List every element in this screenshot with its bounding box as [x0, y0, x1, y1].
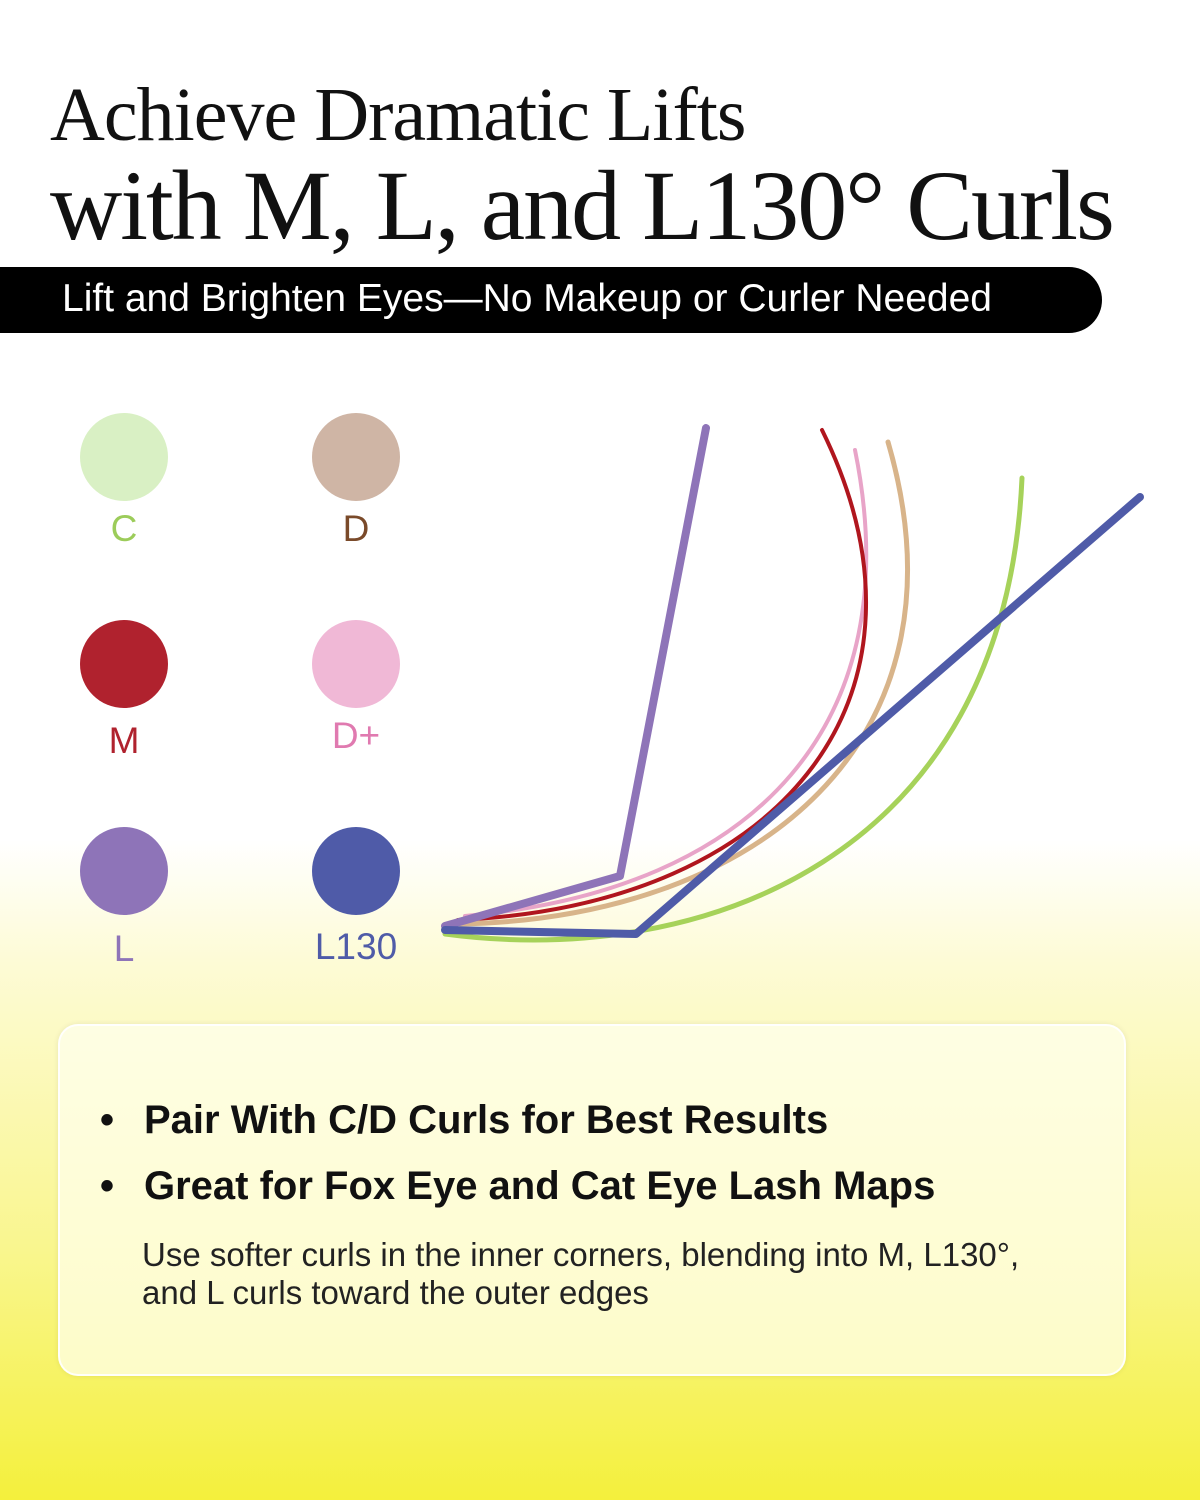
bullet-item: • Great for Fox Eye and Cat Eye Lash Maps	[100, 1164, 935, 1209]
lash-c-curve	[442, 475, 1025, 943]
label-d-plus: D+	[331, 715, 381, 756]
label-l: L	[113, 928, 135, 969]
tip-note: Use softer curls in the inner corners, b…	[142, 1236, 1020, 1311]
label-l130: L130	[314, 926, 398, 967]
swatch-m	[80, 620, 168, 708]
label-d: D	[342, 508, 370, 549]
banner-text: Lift and Brighten Eyes—No Makeup or Curl…	[62, 277, 992, 320]
swatch-d	[312, 413, 400, 501]
lash-l130-curve	[441, 493, 1144, 938]
lash-m-curve	[456, 428, 869, 922]
bullet-dot: •	[100, 1164, 115, 1208]
lash-curl-diagram	[441, 424, 1144, 943]
swatch-l130	[312, 827, 400, 915]
headline-line-1: Achieve Dramatic Lifts	[50, 73, 746, 157]
bullet-dot: •	[100, 1098, 115, 1142]
lash-l-curve	[441, 424, 710, 930]
label-m: M	[108, 720, 140, 761]
lash-d-plus-curve	[463, 448, 869, 918]
tips-card: • Pair With C/D Curls for Best Results • G…	[58, 1024, 1126, 1376]
swatch-l	[80, 827, 168, 915]
swatch-d-plus	[312, 620, 400, 708]
lash-d-curve	[457, 439, 910, 927]
subtitle-banner: Lift and Brighten Eyes—No Makeup or Curl…	[0, 267, 1102, 333]
bullet-text: Great for Fox Eye and Cat Eye Lash Maps	[144, 1164, 936, 1208]
label-c: C	[110, 508, 138, 549]
swatch-c	[80, 413, 168, 501]
bullet-text: Pair With C/D Curls for Best Results	[144, 1098, 829, 1142]
headline-line-2: with M, L, and L130° Curls	[50, 150, 1115, 261]
bullet-item: • Pair With C/D Curls for Best Results	[100, 1098, 828, 1143]
